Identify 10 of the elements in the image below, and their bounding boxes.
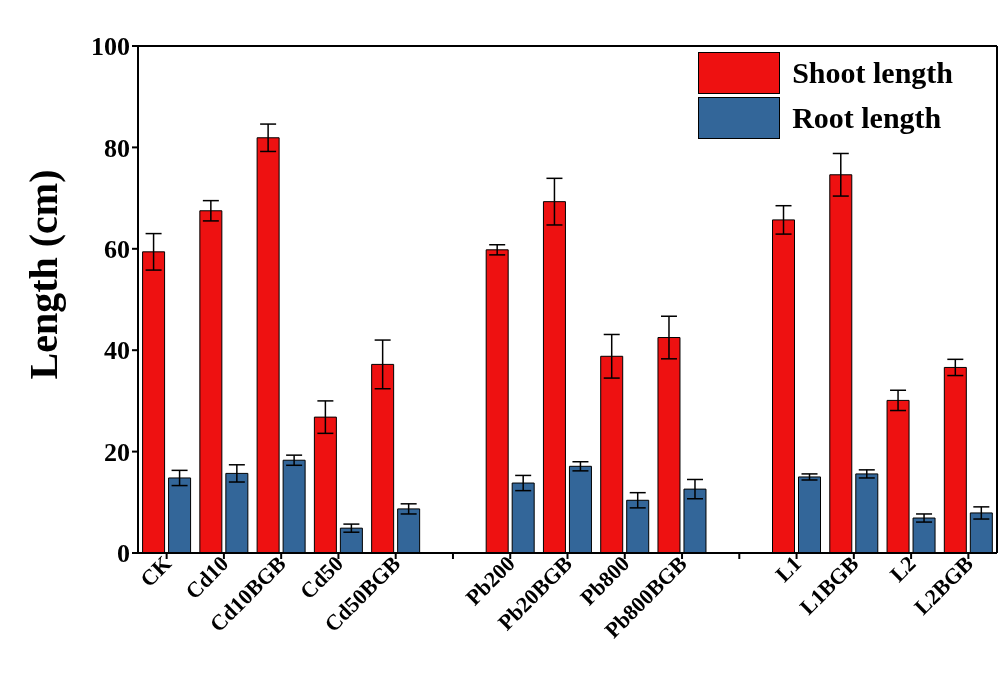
y-tick-label: 80 bbox=[104, 133, 130, 163]
legend-label: Shoot length bbox=[792, 55, 953, 90]
y-tick-label: 60 bbox=[104, 235, 130, 265]
y-tick-label: 20 bbox=[104, 437, 130, 467]
legend-label: Root length bbox=[792, 100, 942, 135]
y-tick-label: 0 bbox=[117, 539, 130, 569]
x-tick-label: CK bbox=[135, 550, 177, 592]
y-tick-label: 40 bbox=[104, 336, 130, 366]
y-tick-label: 100 bbox=[91, 32, 130, 62]
y-axis-title: Length (cm) bbox=[21, 169, 67, 380]
